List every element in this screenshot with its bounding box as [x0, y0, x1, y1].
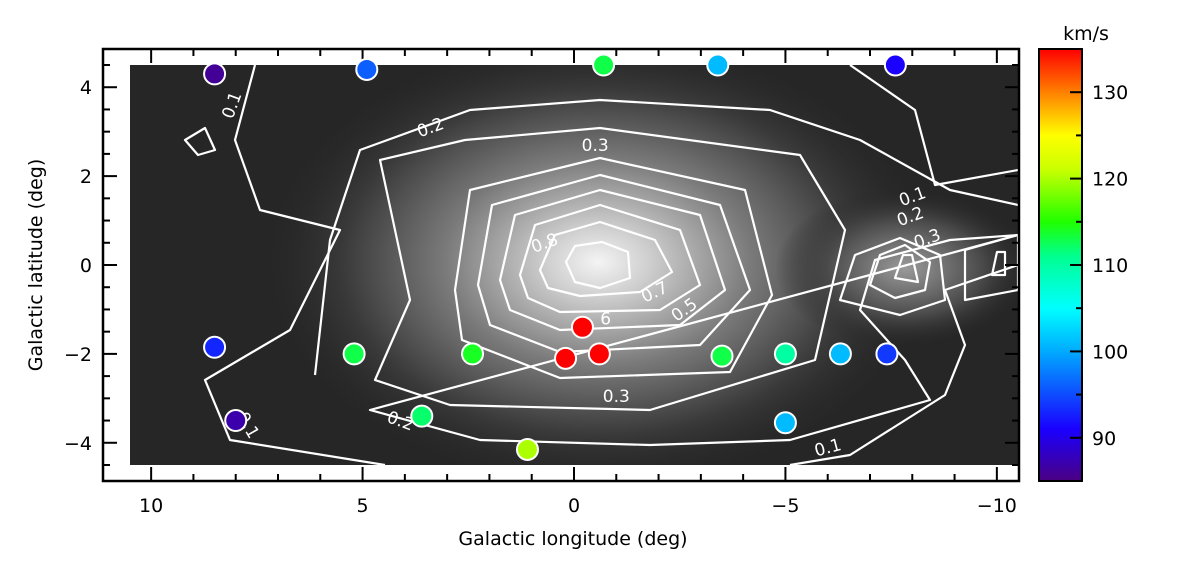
- y-tick-label: 4: [80, 77, 92, 99]
- x-tick-label: −5: [771, 495, 799, 517]
- contour-0p1: [183, 126, 217, 157]
- y-axis-label: Galactic latitude (deg): [25, 159, 47, 372]
- contour-0p3: [838, 236, 947, 317]
- contour-0p4: [990, 250, 1007, 277]
- bulge-glow: [258, 65, 938, 465]
- contour-0p5: [476, 173, 752, 354]
- data-point: [554, 346, 578, 370]
- contour-0p1: [203, 65, 1018, 465]
- contour-label: 6: [600, 309, 611, 329]
- data-point: [203, 62, 227, 86]
- data-point: [883, 53, 907, 77]
- x-tick-label: 0: [568, 495, 580, 517]
- data-point: [355, 57, 379, 81]
- colorbar-ticks: 90 100 110 120 130: [1070, 48, 1128, 482]
- data-points: [203, 53, 907, 461]
- x-tick-label: 10: [139, 495, 163, 517]
- colorbar-tick-label: 130: [1092, 82, 1128, 104]
- y-tick-label: −2: [64, 344, 92, 366]
- data-point: [224, 409, 248, 433]
- y-tick-label: −4: [64, 433, 92, 455]
- svg-text:0.3: 0.3: [603, 387, 630, 407]
- data-point: [828, 342, 852, 366]
- data-point: [515, 437, 539, 461]
- data-point: [570, 315, 594, 339]
- data-point: [710, 344, 734, 368]
- colorbar-tick-label: 120: [1092, 169, 1128, 191]
- svg-text:6: 6: [600, 309, 611, 329]
- colorbar-tick-label: 110: [1092, 255, 1128, 277]
- colorbar-tick-label: 90: [1092, 428, 1116, 450]
- data-point: [410, 404, 434, 428]
- intensity-map: 0.10.20.30.80.76 0.50.30.20.10.10.10.20.3: [130, 65, 1018, 465]
- colorbar-tick-label: 100: [1092, 341, 1128, 363]
- colorbar: km/s 90 100 110 120 130: [1038, 23, 1128, 482]
- contour-0p3: [373, 126, 847, 412]
- contour-0p7: [518, 203, 702, 314]
- contour-0p5: [893, 253, 920, 284]
- data-point: [592, 53, 616, 77]
- x-tick-label: −10: [977, 495, 1017, 517]
- data-point: [461, 342, 485, 366]
- axes: 10 5 0 −5 −10 4 2 0 −2 −4: [64, 49, 1019, 517]
- contour-0p6: [498, 188, 727, 332]
- contour-0p3: [963, 233, 1018, 302]
- contour-0p4: [868, 243, 932, 300]
- contour-label: 0.3: [603, 387, 630, 407]
- y-tick-label: 2: [80, 166, 92, 188]
- contour-lines: [183, 65, 1018, 465]
- x-tick-label: 5: [357, 495, 369, 517]
- data-point: [203, 335, 227, 359]
- contour-0p2: [313, 98, 1018, 447]
- data-point: [342, 342, 366, 366]
- contour-0p8: [564, 240, 632, 290]
- y-tick-label: 0: [80, 255, 92, 277]
- contour-label: 0.3: [582, 136, 609, 156]
- data-point: [706, 53, 730, 77]
- data-point: [773, 411, 797, 435]
- contour-0p8: [538, 220, 674, 298]
- colorbar-title: km/s: [1063, 23, 1109, 45]
- x-axis-label: Galactic longitude (deg): [458, 528, 687, 550]
- contour-0p4: [453, 156, 774, 380]
- svg-text:0.3: 0.3: [582, 136, 609, 156]
- data-point: [875, 342, 899, 366]
- data-point: [773, 342, 797, 366]
- data-point: [587, 342, 611, 366]
